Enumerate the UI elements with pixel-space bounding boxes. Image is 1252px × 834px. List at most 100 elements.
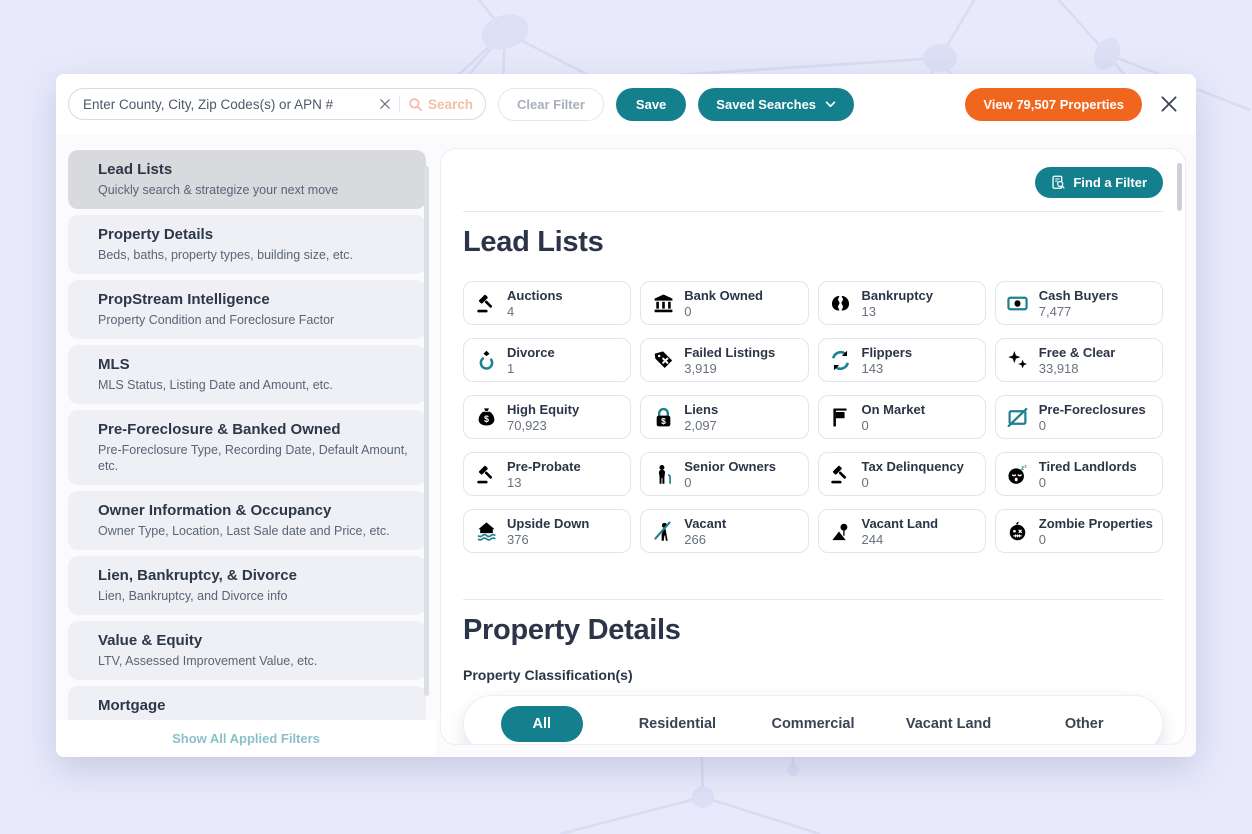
chevron-down-icon [825,100,836,107]
sidebar-scrollbar[interactable] [424,166,429,696]
filters-panel: Find a Filter Lead Lists Auctions 4 Bank… [440,148,1186,745]
tile-vacant-land[interactable]: Vacant Land 244 [817,509,986,553]
tile-label: Bank Owned [684,287,763,303]
tile-label: Pre-Probate [507,458,581,474]
find-a-filter-button[interactable]: Find a Filter [1035,167,1163,198]
tile-label: Tax Delinquency [861,458,964,474]
sparkles-icon [1006,349,1030,371]
no-person-icon [651,520,675,542]
tile-count: 13 [861,303,876,319]
saved-searches-label: Saved Searches [716,96,817,112]
sidebar-item-title: Lead Lists [98,161,173,178]
search-input[interactable] [83,96,371,112]
classification-vacant-land[interactable]: Vacant Land [881,716,1017,732]
classification-commercial[interactable]: Commercial [745,716,881,732]
sidebar-item-owner-information-occupancy[interactable]: Owner Information & Occupancy Owner Type… [68,491,426,550]
tile-count: 0 [1038,417,1046,433]
tile-count: 1 [507,360,515,376]
tile-failed-listings[interactable]: Failed Listings 3,919 [640,338,809,382]
sidebar-item-value-equity[interactable]: Value & Equity LTV, Assessed Improvement… [68,621,426,680]
sleepy-face-icon [1006,463,1030,485]
tile-high-equity[interactable]: High Equity 70,923 [463,395,632,439]
tile-zombie-properties[interactable]: Zombie Properties 0 [994,509,1163,553]
tile-free-clear[interactable]: Free & Clear 33,918 [994,338,1163,382]
tile-bank-owned[interactable]: Bank Owned 0 [640,281,809,325]
tile-label: Free & Clear [1038,344,1116,360]
sidebar-item-lead-lists[interactable]: Lead Lists Quickly search & strategize y… [68,150,426,209]
sidebar-item-propstream-intelligence[interactable]: PropStream Intelligence Property Conditi… [68,280,426,339]
tile-count: 266 [684,531,706,547]
section-divider [463,599,1163,600]
failed-tag-icon [651,349,675,371]
tile-label: Vacant [684,515,727,531]
tile-count: 0 [1038,531,1046,547]
tile-count: 0 [861,474,869,490]
view-properties-button[interactable]: View 79,507 Properties [965,87,1142,121]
tile-count: 70,923 [507,417,547,433]
sidebar-item-subtitle: MLS Status, Listing Date and Amount, etc… [98,378,333,392]
search-icon [409,97,422,111]
save-button[interactable]: Save [615,87,687,121]
tile-flippers[interactable]: Flippers 143 [817,338,986,382]
filter-modal: Search Clear Filter Save Saved Searches … [56,74,1196,757]
tile-vacant[interactable]: Vacant 266 [640,509,809,553]
sidebar-item-title: Mortgage [98,697,166,714]
tile-liens[interactable]: Liens 2,097 [640,395,809,439]
sidebar-item-lien-bankruptcy-divorce[interactable]: Lien, Bankruptcy, & Divorce Lien, Bankru… [68,556,426,615]
senior-icon [651,463,675,485]
gavel-icon [474,292,498,314]
classification-residential[interactable]: Residential [610,716,746,732]
tile-count: 3,919 [684,360,717,376]
section-divider [463,211,1163,212]
property-classification-label: Property Classification(s) [463,667,633,683]
sidebar-footer: Show All Applied Filters [56,720,436,757]
search-button[interactable]: Search [408,97,473,112]
tile-cash-buyers[interactable]: Cash Buyers 7,477 [994,281,1163,325]
tile-senior-owners[interactable]: Senior Owners 0 [640,452,809,496]
tile-label: Upside Down [507,515,590,531]
tile-pre-foreclosures[interactable]: Pre-Foreclosures 0 [994,395,1163,439]
saved-searches-button[interactable]: Saved Searches [698,87,855,121]
no-frame-icon [1006,406,1030,428]
tile-label: Bankruptcy [861,287,934,303]
classification-tab-label: Other [1064,716,1104,732]
tile-on-market[interactable]: On Market 0 [817,395,986,439]
tile-count: 4 [507,303,515,319]
gavel-icon [829,463,853,485]
panel-scrollbar[interactable] [1177,163,1182,211]
tile-label: Zombie Properties [1038,515,1153,531]
tile-label: Failed Listings [684,344,776,360]
flip-arrows-icon [829,349,853,371]
tile-label: Flippers [861,344,913,360]
sidebar-item-mls[interactable]: MLS MLS Status, Listing Date and Amount,… [68,345,426,404]
filter-category-sidebar: Lead Lists Quickly search & strategize y… [68,150,426,720]
sidebar-item-pre-foreclosure-banked-owned[interactable]: Pre-Foreclosure & Banked Owned Pre-Forec… [68,410,426,485]
tile-count: 0 [684,474,692,490]
clear-filter-button[interactable]: Clear Filter [498,87,604,121]
classification-all[interactable]: All [474,706,610,742]
classification-tab-label: Commercial [771,716,855,732]
tile-auctions[interactable]: Auctions 4 [463,281,632,325]
clear-search-icon[interactable] [379,98,391,110]
tile-pre-probate[interactable]: Pre-Probate 13 [463,452,632,496]
tile-label: Divorce [507,344,555,360]
tile-count: 376 [507,531,529,547]
close-icon[interactable] [1158,93,1180,115]
tile-tax-delinquency[interactable]: Tax Delinquency 0 [817,452,986,496]
sidebar-item-mortgage[interactable]: Mortgage [68,686,426,720]
tile-divorce[interactable]: Divorce 1 [463,338,632,382]
tile-upside-down[interactable]: Upside Down 376 [463,509,632,553]
show-all-applied-filters-link[interactable]: Show All Applied Filters [172,731,320,746]
tile-label: Auctions [507,287,563,303]
tile-count: 143 [861,360,884,376]
classification-other[interactable]: Other [1016,716,1152,732]
tile-bankruptcy[interactable]: Bankruptcy 13 [817,281,986,325]
tile-count: 0 [861,417,869,433]
sidebar-item-title: Lien, Bankruptcy, & Divorce [98,567,297,584]
sidebar-item-title: Value & Equity [98,632,203,649]
sidebar-item-property-details[interactable]: Property Details Beds, baths, property t… [68,215,426,274]
ring-icon [474,349,498,371]
sidebar-item-subtitle: Beds, baths, property types, building si… [98,248,353,262]
tile-tired-landlords[interactable]: Tired Landlords 0 [994,452,1163,496]
classification-tabs: All Residential Commercial Vacant Land O… [463,695,1163,744]
